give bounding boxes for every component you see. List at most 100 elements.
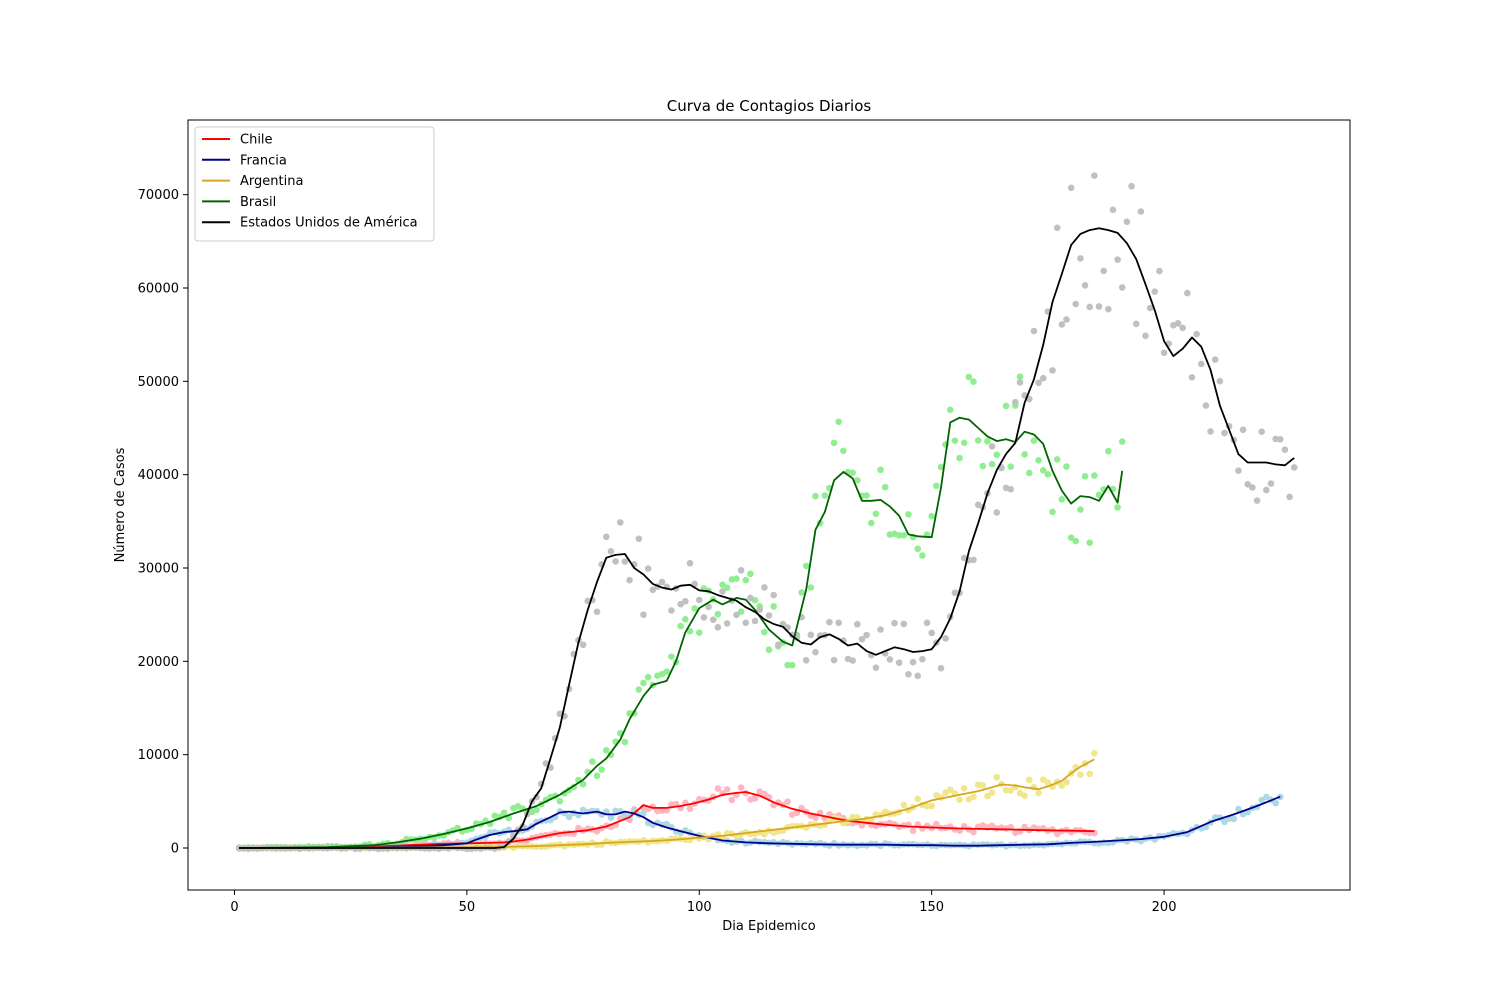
scatter-point-estados-unidos-de-america <box>826 618 833 626</box>
scatter-point-francia <box>1235 805 1242 813</box>
scatter-point-brasil <box>556 797 564 805</box>
scatter-point-brasil <box>914 545 922 553</box>
scatter-point-brasil <box>960 439 968 447</box>
scatter-point-brasil <box>988 460 996 468</box>
scatter-point-brasil <box>747 570 754 578</box>
scatter-point-brasil <box>946 406 954 414</box>
scatter-point-chile <box>723 786 731 793</box>
scatter-point-argentina <box>1035 789 1042 797</box>
scatter-point-brasil <box>1058 495 1066 503</box>
scatter-point-brasil <box>900 531 908 539</box>
scatter-point-brasil <box>830 439 838 447</box>
y-tick-label: 60000 <box>138 282 179 297</box>
scatter-point-estados-unidos-de-america <box>742 619 750 627</box>
scatter-point-brasil <box>695 629 703 637</box>
scatter-point-estados-unidos-de-america <box>1058 321 1066 328</box>
scatter-point-brasil <box>784 661 791 669</box>
scatter-point-brasil <box>798 589 805 596</box>
x-tick-label: 100 <box>687 900 712 915</box>
scatter-point-chile <box>970 828 977 836</box>
scatter-point-argentina <box>993 773 1001 781</box>
y-tick-label: 30000 <box>138 562 179 577</box>
scatter-point-estados-unidos-de-america <box>1109 206 1117 214</box>
scatter-point-estados-unidos-de-america <box>533 793 540 801</box>
scatter-point-estados-unidos-de-america <box>1035 379 1042 387</box>
scatter-point-estados-unidos-de-america <box>579 641 587 649</box>
scatter-point-estados-unidos-de-america <box>1216 377 1224 385</box>
scatter-point-brasil <box>835 418 843 426</box>
scatter-point-estados-unidos-de-america <box>1012 398 1019 406</box>
scatter-point-estados-unidos-de-america <box>1072 300 1080 308</box>
scatter-point-estados-unidos-de-america <box>1067 184 1075 192</box>
scatter-point-estados-unidos-de-america <box>1063 316 1070 323</box>
scatter-point-brasil <box>881 483 889 491</box>
scatter-point-estados-unidos-de-america <box>714 624 722 631</box>
series-line-francia <box>239 795 1281 849</box>
scatter-point-estados-unidos-de-america <box>951 589 959 597</box>
scatter-point-estados-unidos-de-america <box>682 597 689 605</box>
scatter-point-estados-unidos-de-america <box>1221 429 1228 437</box>
scatter-point-estados-unidos-de-america <box>695 596 703 604</box>
scatter-point-brasil <box>691 605 698 612</box>
scatter-point-chile <box>1021 823 1028 831</box>
scatter-point-estados-unidos-de-america <box>1263 486 1270 494</box>
scatter-point-estados-unidos-de-america <box>1123 218 1131 226</box>
scatter-point-brasil <box>1072 537 1080 545</box>
scatter-point-estados-unidos-de-america <box>923 619 931 627</box>
scatter-point-estados-unidos-de-america <box>1030 327 1038 335</box>
scatter-point-argentina <box>1025 776 1033 784</box>
scatter-point-estados-unidos-de-america <box>737 566 745 574</box>
scatter-point-brasil <box>849 469 856 477</box>
scatter-point-estados-unidos-de-america <box>919 655 926 663</box>
scatter-point-estados-unidos-de-america <box>1160 349 1168 357</box>
scatter-point-brasil <box>714 610 722 618</box>
scatter-point-argentina <box>988 789 996 796</box>
scatter-point-brasil <box>1021 451 1028 458</box>
scatter-point-brasil <box>1035 457 1042 464</box>
scatter-point-estados-unidos-de-america <box>840 637 847 644</box>
scatter-point-estados-unidos-de-america <box>1077 255 1084 262</box>
scatter-point-estados-unidos-de-america <box>895 659 903 666</box>
scatter-point-estados-unidos-de-america <box>886 656 894 663</box>
scatter-point-estados-unidos-de-america <box>891 619 898 627</box>
scatter-point-brasil <box>533 806 540 814</box>
scatter-point-estados-unidos-de-america <box>854 620 861 628</box>
scatter-point-brasil <box>993 451 1001 459</box>
scatter-point-brasil <box>1025 469 1033 477</box>
scatter-point-francia <box>640 810 647 817</box>
scatter-point-estados-unidos-de-america <box>774 641 782 648</box>
scatter-point-brasil <box>895 531 903 539</box>
scatter-point-brasil <box>1002 402 1010 410</box>
scatter-point-argentina <box>956 796 963 804</box>
y-tick-label: 0 <box>171 842 179 857</box>
scatter-point-chile <box>658 807 666 814</box>
scatter-point-brasil <box>668 653 675 660</box>
scatter-point-estados-unidos-de-america <box>1207 428 1214 435</box>
y-axis-ticks: 0 10000 20000 30000 40000 50000 60000 70000 <box>138 188 188 857</box>
scatter-point-estados-unidos-de-america <box>644 565 652 572</box>
scatter-point-estados-unidos-de-america <box>988 442 996 450</box>
scatter-point-argentina <box>928 802 935 810</box>
scatter-point-estados-unidos-de-america <box>1091 172 1098 179</box>
x-tick-label: 50 <box>459 900 476 915</box>
scatter-point-chile <box>933 820 940 828</box>
scatter-point-brasil <box>1105 447 1112 455</box>
scatter-point-estados-unidos-de-america <box>807 631 815 639</box>
x-axis-ticks: 0 50 100 150 200 <box>230 890 1176 915</box>
scatter-point-estados-unidos-de-america <box>812 648 819 656</box>
scatter-point-estados-unidos-de-america <box>1095 303 1103 310</box>
scatter-point-estados-unidos-de-america <box>658 578 666 586</box>
scatter-point-francia <box>1258 796 1265 804</box>
scatter-point-estados-unidos-de-america <box>928 629 935 637</box>
scatter-point-brasil <box>765 646 773 654</box>
scatter-point-brasil <box>919 552 926 559</box>
scatter-point-estados-unidos-de-america <box>756 606 764 613</box>
scatter-point-estados-unidos-de-america <box>970 556 977 564</box>
scatter-point-argentina <box>1086 770 1094 778</box>
scatter-point-estados-unidos-de-america <box>1146 304 1154 312</box>
legend-label-chile: Chile <box>240 133 273 148</box>
scatter-point-estados-unidos-de-america <box>1276 436 1284 443</box>
scatter-point-estados-unidos-de-america <box>705 603 712 611</box>
scatter-point-estados-unidos-de-america <box>849 657 856 664</box>
